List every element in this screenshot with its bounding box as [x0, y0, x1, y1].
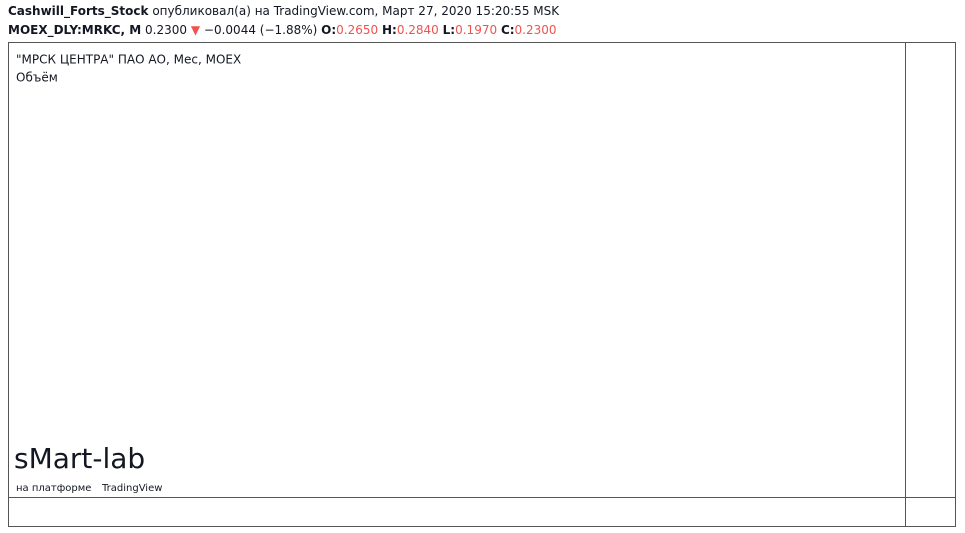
- published: опубликовал(а) на TradingView.com, Март …: [152, 4, 560, 18]
- h: 0.2840: [396, 23, 439, 37]
- change: −0.0044 (−1.88%): [203, 23, 318, 37]
- o: 0.2650: [336, 23, 379, 37]
- l: 0.1970: [455, 23, 498, 37]
- platform-name: TradingView: [101, 483, 162, 494]
- h-label: H:: [381, 23, 397, 37]
- l-label: L:: [442, 23, 456, 37]
- header-line: Cashwill_Forts_Stock опубликовал(а) на T…: [8, 4, 559, 18]
- platform: на платформе: [16, 483, 91, 494]
- user: Cashwill_Forts_Stock: [8, 4, 149, 18]
- symbol: MOEX_DLY:MRKC, М: [8, 23, 142, 37]
- header-line: MOEX_DLY:MRKC, М 0.2300 ▼ −0.0044 (−1.88…: [8, 23, 557, 37]
- o-label: O:: [321, 23, 337, 37]
- c-label: C:: [500, 23, 515, 37]
- arrow: ▼: [190, 23, 201, 37]
- c: 0.2300: [514, 23, 557, 37]
- watermark: sMart-lab: [14, 442, 145, 475]
- volume-label: Объём: [16, 71, 58, 85]
- last: 0.2300: [145, 23, 188, 37]
- chart-title: "МРСК ЦЕНТРА" ПАО АО, Мес, MOEX: [16, 53, 241, 67]
- frame: [8, 42, 956, 527]
